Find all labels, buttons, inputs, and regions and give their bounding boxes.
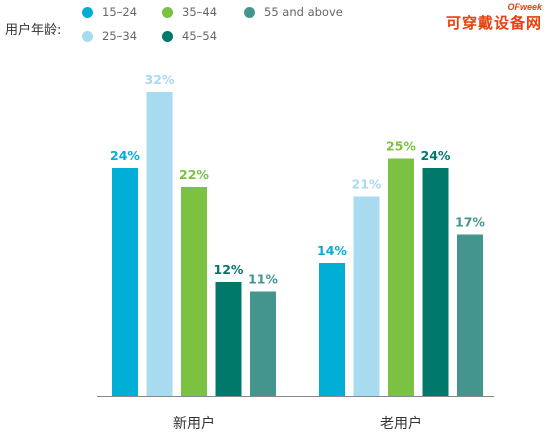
legend-label: 55 and above <box>264 5 343 19</box>
data-label: 11% <box>248 272 278 287</box>
legend-label: 35–44 <box>182 5 218 19</box>
bar-new-1 <box>146 92 173 396</box>
bar-old-0 <box>319 263 345 396</box>
data-label: 21% <box>352 177 382 192</box>
legend-item-55-above: 55 and above <box>244 5 343 19</box>
watermark-logo: OFweek 可穿戴设备网 <box>446 2 542 33</box>
data-label: 22% <box>179 167 209 182</box>
bar-new-4 <box>250 291 276 396</box>
bar-new-0 <box>112 168 138 396</box>
bar-new-3 <box>215 282 242 396</box>
data-label: 24% <box>421 148 451 163</box>
data-label: 25% <box>386 139 416 154</box>
data-label: 12% <box>214 262 244 277</box>
legend-swatch <box>244 6 255 18</box>
legend-item-25-34: 25–34 <box>82 29 137 43</box>
data-label: 17% <box>455 215 485 230</box>
x-tick-label: 新用户 <box>173 415 215 432</box>
data-label: 32% <box>145 72 175 87</box>
legend-label: 25–34 <box>102 29 138 43</box>
watermark-brand: OFweek <box>507 2 542 12</box>
bar-new-2 <box>181 187 207 396</box>
bar-old-3 <box>422 168 449 396</box>
legend-item-15-24: 15–24 <box>82 5 137 19</box>
legend-swatch <box>162 6 173 18</box>
legend-item-45-54: 45–54 <box>162 29 217 43</box>
legend-title: 用户年龄: <box>5 23 62 38</box>
legend-item-35-44: 35–44 <box>162 5 217 19</box>
legend-label: 45–54 <box>182 29 218 43</box>
legend-swatch <box>82 6 93 18</box>
data-label: 24% <box>110 148 140 163</box>
x-tick-label: 老用户 <box>380 415 422 432</box>
bar-old-1 <box>353 196 380 396</box>
bar-old-2 <box>388 158 414 396</box>
legend-swatch <box>162 30 173 42</box>
data-label: 14% <box>317 243 347 258</box>
legend-swatch <box>82 30 93 42</box>
watermark-name: 可穿戴设备网 <box>445 14 542 32</box>
bar-old-4 <box>457 234 483 396</box>
legend-label: 15–24 <box>102 5 138 19</box>
